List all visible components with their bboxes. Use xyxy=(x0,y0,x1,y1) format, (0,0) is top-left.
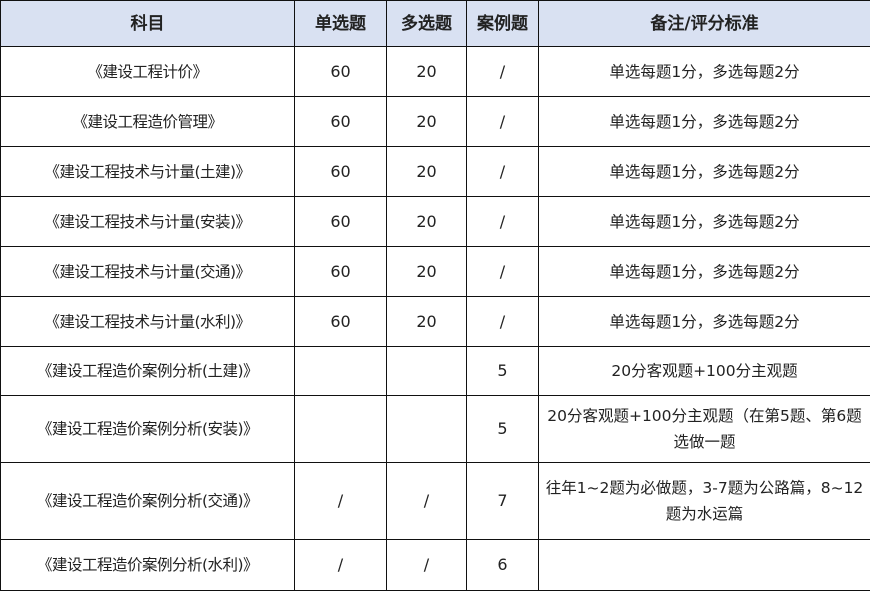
cell-case: / xyxy=(466,196,539,247)
cell-case: 5 xyxy=(466,346,539,396)
cell-multi: 20 xyxy=(386,196,467,247)
cell-case: 5 xyxy=(466,395,539,463)
cell-single xyxy=(294,395,387,463)
cell-subject: 《建设工程计价》 xyxy=(0,46,295,97)
cell-multi: 20 xyxy=(386,146,467,197)
cell-single: 60 xyxy=(294,296,387,347)
cell-case: / xyxy=(466,296,539,347)
cell-subject: 《建设工程技术与计量(安装)》 xyxy=(0,196,295,247)
cell-subject: 《建设工程造价案例分析(安装)》 xyxy=(0,395,295,463)
cell-note: 20分客观题+100分主观题（在第5题、第6题选做一题 xyxy=(538,395,870,463)
cell-note: 单选每题1分，多选每题2分 xyxy=(538,46,870,97)
cell-case: / xyxy=(466,96,539,147)
cell-subject: 《建设工程造价案例分析(水利)》 xyxy=(0,539,295,591)
cell-subject: 《建设工程造价管理》 xyxy=(0,96,295,147)
header-subject: 科目 xyxy=(0,0,295,47)
cell-single: 60 xyxy=(294,246,387,297)
header-row: 科目 单选题 多选题 案例题 备注/评分标准 xyxy=(0,0,870,47)
table-row: 《建设工程造价案例分析(土建)》 5 20分客观题+100分主观题 xyxy=(0,346,870,396)
table-row: 《建设工程计价》 60 20/单选每题1分，多选每题2分 xyxy=(0,46,870,97)
cell-case: 6 xyxy=(466,539,539,591)
cell-note: 单选每题1分，多选每题2分 xyxy=(538,296,870,347)
header-note: 备注/评分标准 xyxy=(538,0,870,47)
table-row: 《建设工程技术与计量(交通)》 60 20/单选每题1分，多选每题2分 xyxy=(0,246,870,297)
cell-subject: 《建设工程技术与计量(土建)》 xyxy=(0,146,295,197)
cell-subject: 《建设工程造价案例分析(交通)》 xyxy=(0,462,295,540)
cell-single xyxy=(294,346,387,396)
table-row: 《建设工程造价案例分析(水利)》 //6 xyxy=(0,539,870,591)
cell-case: / xyxy=(466,46,539,97)
cell-multi: / xyxy=(386,539,467,591)
cell-note: 单选每题1分，多选每题2分 xyxy=(538,196,870,247)
cell-multi: / xyxy=(386,462,467,540)
table-row: 《建设工程技术与计量(安装)》 60 20/单选每题1分，多选每题2分 xyxy=(0,196,870,247)
table-row: 《建设工程技术与计量(水利)》 60 20/单选每题1分，多选每题2分 xyxy=(0,296,870,347)
cell-single: 60 xyxy=(294,96,387,147)
cell-note: 单选每题1分，多选每题2分 xyxy=(538,246,870,297)
table-row: 《建设工程技术与计量(土建)》 60 20/单选每题1分，多选每题2分 xyxy=(0,146,870,197)
table-row: 《建设工程造价管理》 60 20/单选每题1分，多选每题2分 xyxy=(0,96,870,147)
cell-single: 60 xyxy=(294,196,387,247)
cell-single: 60 xyxy=(294,146,387,197)
cell-single: / xyxy=(294,539,387,591)
header-case: 案例题 xyxy=(466,0,539,47)
cell-multi xyxy=(386,346,467,396)
cell-multi: 20 xyxy=(386,296,467,347)
header-multi: 多选题 xyxy=(386,0,467,47)
cell-note xyxy=(538,539,870,591)
cell-single: / xyxy=(294,462,387,540)
cell-case: / xyxy=(466,246,539,297)
cell-note: 20分客观题+100分主观题 xyxy=(538,346,870,396)
cell-note: 往年1~2题为必做题，3-7题为公路篇，8~12题为水运篇 xyxy=(538,462,870,540)
cell-case: 7 xyxy=(466,462,539,540)
cell-single: 60 xyxy=(294,46,387,97)
cell-multi: 20 xyxy=(386,246,467,297)
cell-subject: 《建设工程造价案例分析(土建)》 xyxy=(0,346,295,396)
cell-multi xyxy=(386,395,467,463)
table-row: 《建设工程造价案例分析(安装)》 5 20分客观题+100分主观题（在第5题、第6题… xyxy=(0,395,870,463)
cell-subject: 《建设工程技术与计量(水利)》 xyxy=(0,296,295,347)
header-single: 单选题 xyxy=(294,0,387,47)
cell-case: / xyxy=(466,146,539,197)
table-row: 《建设工程造价案例分析(交通)》 //7 往年1~2题为必做题，3-7题为公路篇，8… xyxy=(0,462,870,540)
cell-note: 单选每题1分，多选每题2分 xyxy=(538,146,870,197)
cell-note: 单选每题1分，多选每题2分 xyxy=(538,96,870,147)
cell-multi: 20 xyxy=(386,46,467,97)
cell-multi: 20 xyxy=(386,96,467,147)
cell-subject: 《建设工程技术与计量(交通)》 xyxy=(0,246,295,297)
